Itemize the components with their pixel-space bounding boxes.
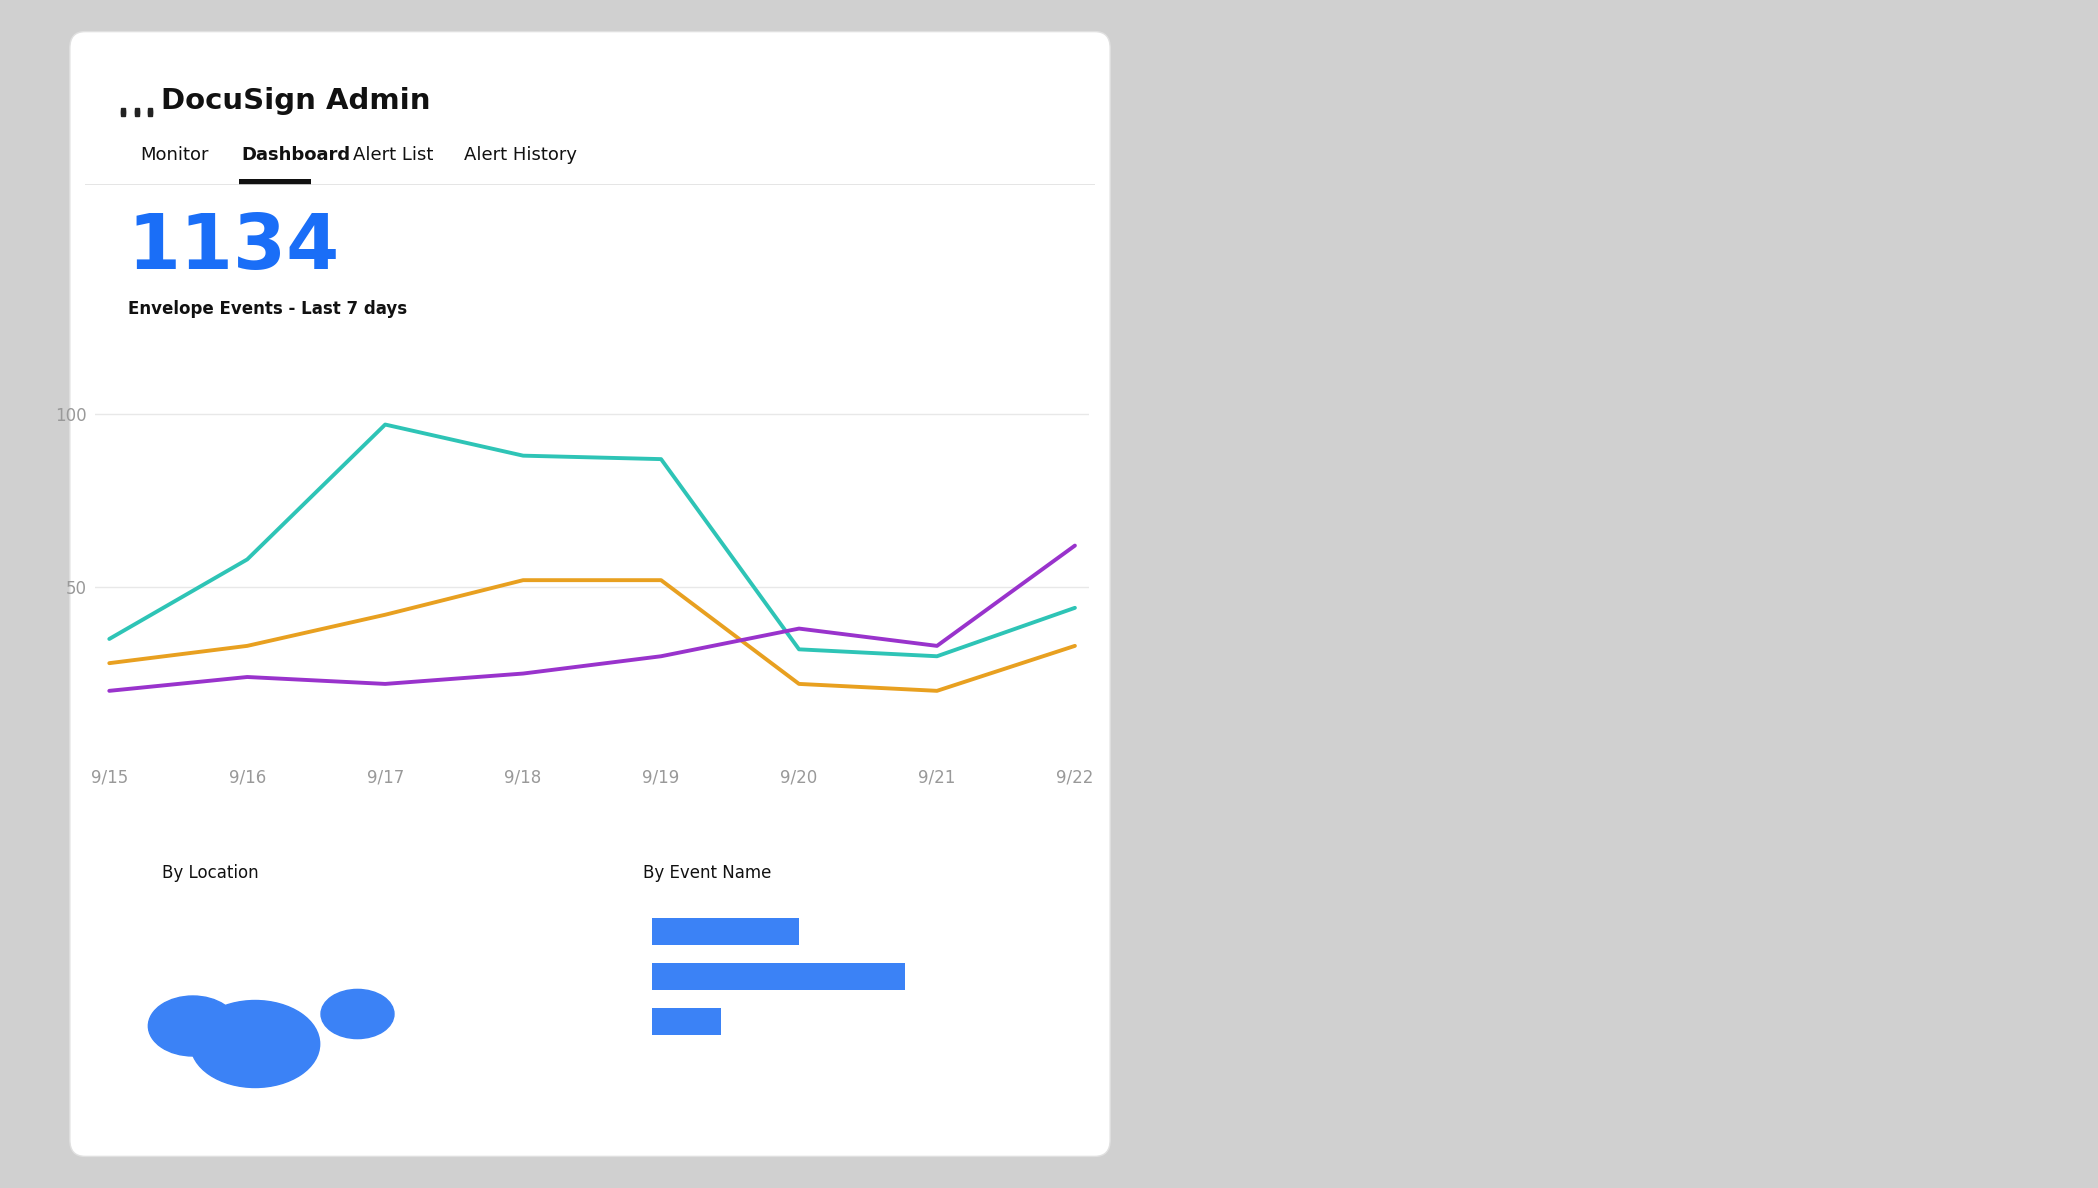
Text: By Event Name: By Event Name — [642, 864, 770, 881]
Text: By Location: By Location — [162, 864, 258, 881]
Bar — [652, 918, 799, 944]
Circle shape — [321, 990, 394, 1038]
Text: Alert History: Alert History — [464, 146, 577, 164]
Bar — [239, 179, 311, 185]
Text: Alert List: Alert List — [352, 146, 432, 164]
Circle shape — [191, 1000, 319, 1087]
FancyBboxPatch shape — [69, 32, 1110, 1156]
Text: Dashboard: Dashboard — [241, 146, 350, 164]
Bar — [652, 963, 904, 990]
Text: Envelope Events - Last 7 days: Envelope Events - Last 7 days — [128, 301, 407, 318]
Text: 1134: 1134 — [128, 211, 340, 285]
Circle shape — [149, 996, 237, 1056]
Text: Monitor: Monitor — [141, 146, 210, 164]
Text: DocuSign Admin: DocuSign Admin — [162, 88, 430, 115]
Bar — [652, 1007, 722, 1035]
